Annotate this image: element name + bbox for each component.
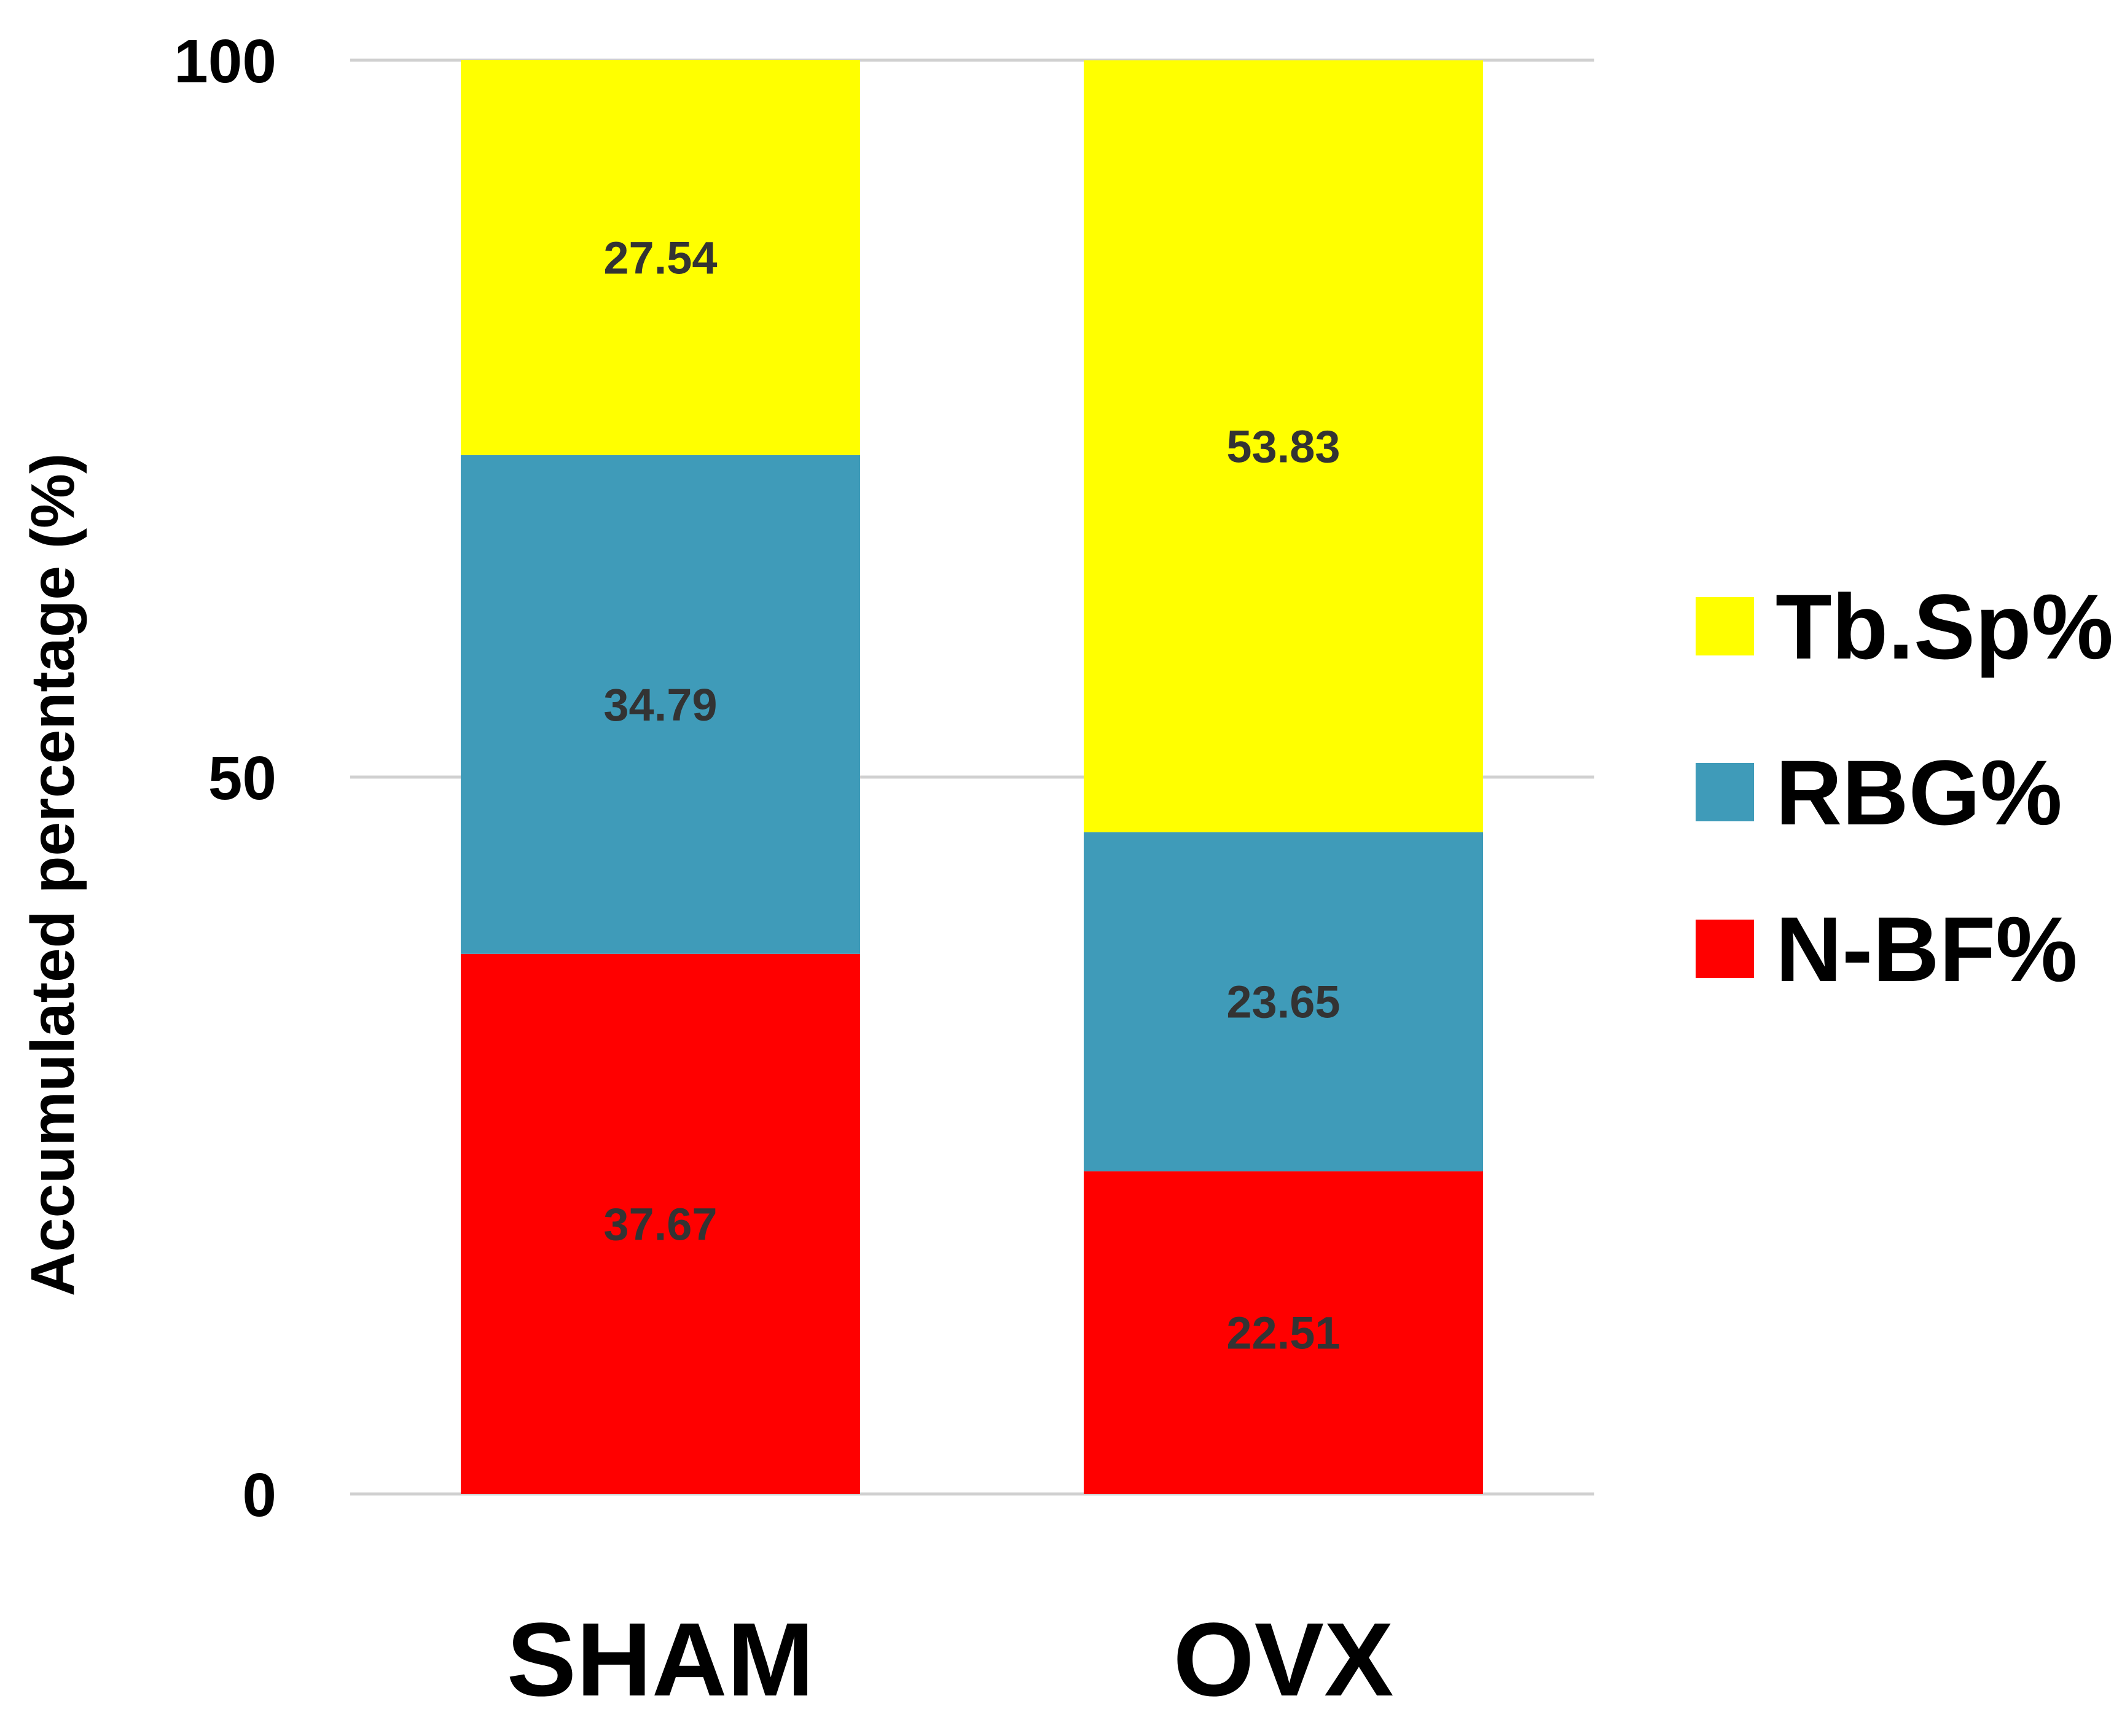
y-tick-label-0: 0 [242, 1461, 276, 1530]
y-tick-label-100: 100 [174, 27, 276, 96]
data-label-sham-n-bf: 37.67 [603, 1198, 717, 1249]
legend-label-tb-sp: Tb.Sp% [1776, 575, 2113, 678]
data-label-sham-tb-sp: 27.54 [603, 232, 717, 283]
data-label-ovx-tb-sp: 53.83 [1226, 421, 1340, 472]
category-label-sham: SHAM [507, 1601, 815, 1718]
bar-ovx-tb-sp [1084, 60, 1483, 832]
y-axis-ticks: 0 50 100 [174, 27, 276, 1530]
legend: Tb.Sp% RBG% N-BF% [1696, 575, 2113, 1001]
legend-swatch-rbg [1696, 763, 1754, 821]
bar-sham-n-bf [461, 953, 860, 1494]
legend-label-n-bf: N-BF% [1776, 897, 2078, 1001]
bar-sham-rbg [461, 455, 860, 954]
data-label-ovx-rbg: 23.65 [1226, 977, 1340, 1028]
category-label-ovx: OVX [1173, 1601, 1393, 1718]
data-label-sham-rbg: 34.79 [603, 679, 717, 730]
bar-sham-tb-sp [461, 60, 860, 455]
bar-ovx-n-bf [1084, 1171, 1483, 1494]
bars [461, 60, 1483, 1494]
legend-swatch-n-bf [1696, 920, 1754, 978]
legend-swatch-tb-sp [1696, 597, 1754, 655]
bar-ovx-rbg [1084, 832, 1483, 1171]
x-axis-categories: SHAM OVX [507, 1601, 1394, 1718]
data-label-ovx-n-bf: 22.51 [1226, 1307, 1340, 1358]
data-labels: 37.67 34.79 27.54 22.51 23.65 53.83 [603, 232, 1340, 1358]
y-tick-label-50: 50 [208, 744, 276, 813]
y-axis-title: Accumulated percentage (%) [18, 453, 87, 1297]
legend-label-rbg: RBG% [1776, 741, 2062, 844]
